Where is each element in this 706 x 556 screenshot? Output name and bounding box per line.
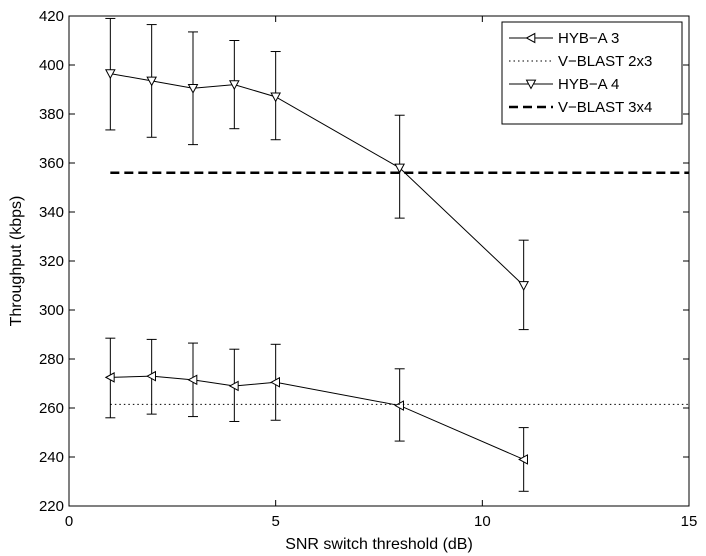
data-point — [394, 163, 406, 174]
legend-marker — [525, 32, 536, 44]
data-point — [104, 372, 115, 383]
data-point — [146, 76, 158, 87]
y-tick-label: 420 — [39, 8, 64, 25]
x-tick-label: 5 — [271, 513, 279, 530]
series-layer — [104, 17, 689, 492]
x-tick-label: 15 — [681, 513, 698, 530]
y-tick-label: 260 — [39, 400, 64, 417]
data-point — [518, 281, 530, 292]
y-tick-label: 380 — [39, 106, 64, 123]
y-tick-label: 220 — [39, 498, 64, 515]
y-tick-label: 280 — [39, 351, 64, 368]
legend: HYB−A 3 V−BLAST 2x3 HYB−A 4 V−BLAST 3x4 — [501, 21, 683, 125]
data-point — [270, 376, 280, 388]
data-point — [270, 92, 282, 103]
y-tick-label: 240 — [39, 449, 64, 466]
ticks-layer: 0 5 10 15 220 240 260 280 300 320 340 360 380 400 420 — [39, 8, 697, 530]
x-axis-label: SNR switch threshold (dB) — [285, 536, 473, 553]
y-tick-label: 300 — [39, 302, 64, 319]
y-axis-label: Throughput (kbps) — [8, 196, 25, 327]
data-point — [228, 80, 240, 91]
legend-items: HYB−A 3 V−BLAST 2x3 HYB−A 4 V−BLAST 3x4 — [509, 30, 652, 116]
legend-label: V−BLAST 3x4 — [558, 99, 652, 116]
y-tick-label: 360 — [39, 155, 64, 172]
legend-label: V−BLAST 2x3 — [558, 53, 652, 70]
x-tick-label: 0 — [65, 513, 73, 530]
data-point — [518, 454, 528, 465]
y-tick-label: 320 — [39, 253, 64, 270]
y-tick-label: 400 — [39, 57, 64, 74]
legend-label: HYB−A 3 — [558, 30, 619, 47]
series-0 — [104, 337, 529, 492]
legend-label: HYB−A 4 — [558, 76, 619, 93]
data-point — [187, 374, 198, 386]
series-2 — [104, 17, 530, 331]
y-tick-label: 340 — [39, 204, 64, 221]
legend-marker — [525, 79, 537, 90]
data-point — [104, 69, 116, 80]
data-point — [187, 83, 199, 94]
data-point — [394, 400, 404, 411]
x-tick-label: 10 — [474, 513, 491, 530]
data-point — [146, 370, 156, 382]
data-point — [228, 380, 239, 392]
